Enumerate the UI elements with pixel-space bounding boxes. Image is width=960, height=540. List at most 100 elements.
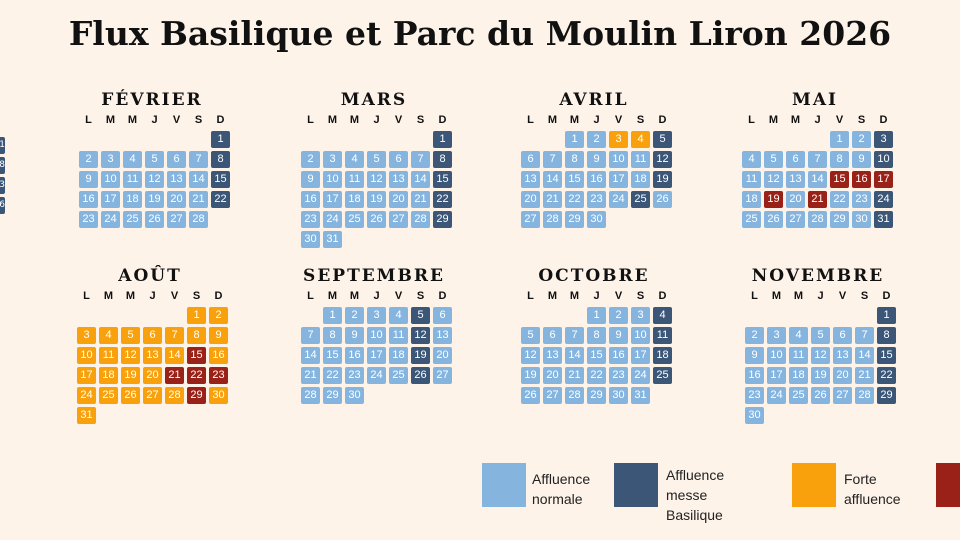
day-cell: 19 (121, 367, 140, 384)
day-cell: 5 (121, 327, 140, 344)
day-cell: 10 (101, 171, 120, 188)
day-cell: 1 (323, 307, 342, 324)
day-cell: 26 (145, 211, 164, 228)
weekday-header: M (771, 290, 782, 302)
day-cell: 27 (521, 211, 540, 228)
day-cell: 6 (143, 327, 162, 344)
day-cell: 25 (123, 211, 142, 228)
month-name: AOÛT (118, 266, 182, 286)
day-cell: 9 (301, 171, 320, 188)
day-cell: 25 (631, 191, 650, 208)
day-cell: 4 (742, 151, 761, 168)
weekday-header: L (527, 114, 534, 126)
day-cell: 25 (99, 387, 118, 404)
day-cell: 30 (345, 387, 364, 404)
day-cell: 7 (543, 151, 562, 168)
day-cell: 2 (852, 131, 871, 148)
day-cell: 12 (121, 347, 140, 364)
day-cell: 17 (609, 171, 628, 188)
weekday-header: D (438, 290, 447, 302)
edge-day-cell: 1 (0, 137, 5, 154)
day-cell: 28 (411, 211, 430, 228)
weekday-header: V (170, 290, 179, 302)
day-cell: 2 (79, 151, 98, 168)
day-cell: 19 (811, 367, 830, 384)
weekday-header: M (547, 290, 558, 302)
day-cell: 14 (165, 347, 184, 364)
weekday-header: D (879, 114, 888, 126)
day-cell: 6 (389, 151, 408, 168)
month-name: AVRIL (559, 90, 629, 110)
weekday-header: L (85, 114, 92, 126)
day-cell: 16 (609, 347, 628, 364)
day-cell: 2 (745, 327, 764, 344)
weekday-header: L (307, 290, 314, 302)
legend-swatch-forte (792, 463, 836, 507)
day-cell: 28 (301, 387, 320, 404)
day-cell: 24 (609, 191, 628, 208)
day-cell: 22 (323, 367, 342, 384)
day-cell: 17 (767, 367, 786, 384)
day-cell: 26 (764, 211, 783, 228)
day-cell: 26 (521, 387, 540, 404)
day-cell: 4 (389, 307, 408, 324)
weekday-header: V (614, 114, 623, 126)
day-cell: 21 (565, 367, 584, 384)
day-cell: 24 (101, 211, 120, 228)
day-cell: 11 (631, 151, 650, 168)
day-cell: 1 (587, 307, 606, 324)
day-cell: 8 (187, 327, 206, 344)
day-cell: 23 (609, 367, 628, 384)
day-cell: 14 (808, 171, 827, 188)
day-cell: 13 (786, 171, 805, 188)
day-cell: 3 (631, 307, 650, 324)
day-cell: 11 (789, 347, 808, 364)
day-cell: 5 (764, 151, 783, 168)
day-cell: 2 (345, 307, 364, 324)
day-cell: 16 (345, 347, 364, 364)
day-cell: 21 (543, 191, 562, 208)
day-cell: 14 (301, 347, 320, 364)
edge-day-cell: 3 (0, 177, 5, 194)
day-cell: 16 (301, 191, 320, 208)
day-cell: 20 (521, 191, 540, 208)
weekday-header: M (103, 290, 114, 302)
day-cell: 13 (143, 347, 162, 364)
day-cell: 9 (209, 327, 228, 344)
day-cell: 19 (367, 191, 386, 208)
day-cell: 12 (521, 347, 540, 364)
weekday-header: M (327, 114, 338, 126)
day-cell: 25 (742, 211, 761, 228)
weekday-header: L (307, 114, 314, 126)
weekday-header: D (882, 290, 891, 302)
day-cell: 3 (609, 131, 628, 148)
weekday-header: M (125, 290, 136, 302)
edge-day-cell: 8 (0, 157, 5, 174)
day-cell: 11 (742, 171, 761, 188)
day-cell: 6 (786, 151, 805, 168)
day-cell: 24 (367, 367, 386, 384)
day-cell: 16 (852, 171, 871, 188)
weekday-header: M (790, 114, 801, 126)
weekday-header: J (593, 114, 600, 126)
day-cell: 30 (209, 387, 228, 404)
month-name: MAI (792, 90, 838, 110)
day-cell: 17 (874, 171, 893, 188)
weekday-header: D (214, 290, 223, 302)
weekday-header: S (416, 290, 425, 302)
day-cell: 26 (653, 191, 672, 208)
day-cell: 16 (587, 171, 606, 188)
day-cell: 3 (874, 131, 893, 148)
weekday-header: S (636, 114, 645, 126)
day-cell: 21 (301, 367, 320, 384)
day-cell: 28 (808, 211, 827, 228)
day-cell: 25 (789, 387, 808, 404)
legend-swatch-normal (482, 463, 526, 507)
day-cell: 5 (811, 327, 830, 344)
day-cell: 20 (833, 367, 852, 384)
weekday-header: V (838, 290, 847, 302)
day-cell: 10 (367, 327, 386, 344)
day-cell: 19 (521, 367, 540, 384)
day-cell: 10 (631, 327, 650, 344)
day-cell: 23 (301, 211, 320, 228)
